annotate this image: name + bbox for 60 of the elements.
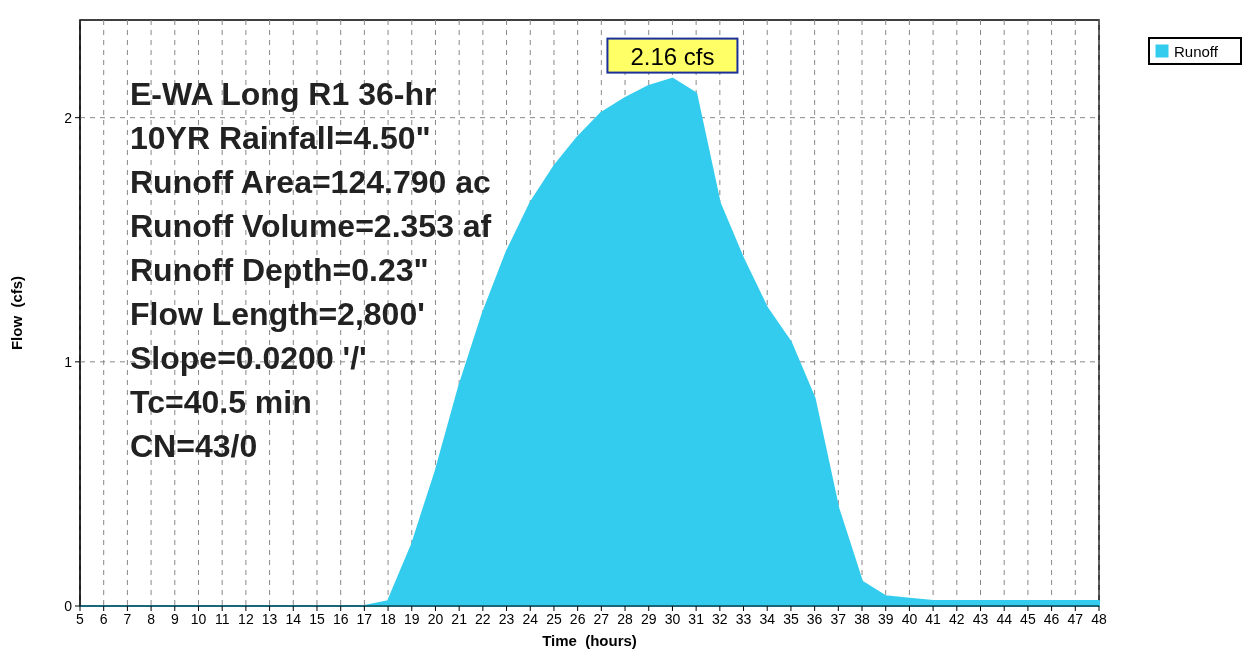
annotation: E-WA Long R1 36-hr [130,76,437,112]
annotation: Slope=0.0200 '/' [130,340,367,376]
x-tick-label: 38 [854,611,871,627]
x-tick-label: 27 [593,611,610,627]
x-tick-label: 37 [830,611,847,627]
x-tick-label: 28 [617,611,634,627]
x-tick-label: 5 [76,611,85,627]
x-tick-label: 40 [901,611,918,627]
x-axis-title: Time (hours) [542,632,637,649]
x-tick-label: 34 [759,611,776,627]
annotation: Tc=40.5 min [130,384,312,420]
x-tick-label: 14 [285,611,302,627]
x-tick-label: 31 [688,611,705,627]
x-tick-label: 30 [664,611,681,627]
x-tick-label: 47 [1067,611,1084,627]
x-tick-label: 33 [735,611,752,627]
x-tick-label: 18 [380,611,397,627]
x-tick-label: 20 [427,611,444,627]
x-tick-label: 26 [569,611,586,627]
y-tick-label: 2 [64,109,73,126]
annotation: 10YR Rainfall=4.50" [130,120,431,156]
x-tick-label: 8 [147,611,156,627]
x-tick-label: 35 [783,611,799,627]
x-tick-label: 12 [238,611,254,627]
x-tick-label: 32 [712,611,728,627]
x-tick-label: 22 [475,611,491,627]
x-tick-label: 17 [356,611,373,627]
x-tick-label: 39 [877,611,894,627]
annotation: Runoff Area=124.790 ac [130,164,491,200]
x-tick-label: 10 [190,611,207,627]
x-tick-label: 44 [996,611,1013,627]
x-tick-label: 46 [1043,611,1060,627]
x-tick-label: 16 [332,611,349,627]
x-tick-label: 45 [1020,611,1036,627]
x-tick-label: 21 [451,611,468,627]
x-tick-label: 42 [949,611,965,627]
x-tick-label: 43 [972,611,989,627]
x-tick-label: 36 [806,611,823,627]
x-tick-label: 23 [498,611,515,627]
y-tick-label: 1 [64,353,73,370]
legend-label: Runoff [1174,43,1219,60]
x-tick-label: 24 [522,611,539,627]
x-tick-label: 13 [261,611,278,627]
x-tick-label: 9 [170,611,179,627]
x-tick-label: 6 [99,611,108,627]
x-tick-label: 25 [546,611,562,627]
x-tick-label: 7 [123,611,132,627]
annotation: Runoff Depth=0.23" [130,252,429,288]
y-axis-title: Flow (cfs) [8,275,25,351]
annotation: Flow Length=2,800' [130,296,425,332]
annotation: Runoff Volume=2.353 af [130,208,492,244]
annotation: CN=43/0 [130,428,258,464]
x-tick-label: 19 [403,611,420,627]
x-tick-label: 48 [1091,611,1107,627]
y-tick-label: 0 [64,598,73,614]
x-tick-label: 11 [214,611,230,627]
annotation: 2.16 cfs [630,42,715,70]
x-tick-label: 41 [925,611,942,627]
x-tick-label: 29 [640,611,657,627]
x-tick-label: 15 [309,611,325,627]
